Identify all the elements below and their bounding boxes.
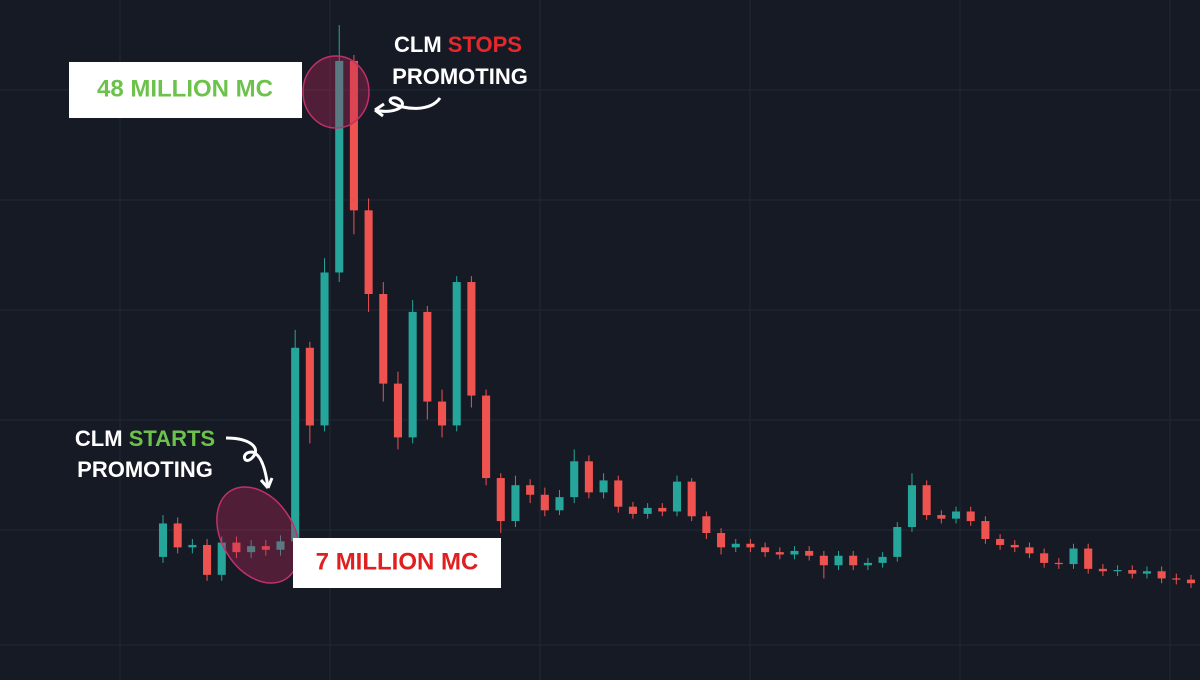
candle-body	[805, 550, 814, 556]
candle-body	[584, 461, 593, 493]
candle-body	[1040, 553, 1049, 563]
note-text: CLM	[394, 32, 442, 57]
candle-body	[540, 494, 549, 511]
candle-body	[203, 544, 212, 575]
candle-body	[291, 347, 300, 542]
candle-body	[746, 543, 755, 548]
candle-body	[1025, 547, 1034, 554]
note-text: PROMOTING	[77, 457, 213, 482]
candle-body	[951, 511, 961, 519]
candle-body	[761, 547, 770, 553]
candle-body	[819, 555, 828, 566]
note-text: CLM	[75, 426, 123, 451]
candle-body	[247, 546, 256, 553]
arrow-head	[374, 102, 385, 118]
peak-label: 48 MILLION MC	[97, 75, 273, 102]
candle-body	[717, 533, 726, 548]
candle-body	[1186, 579, 1196, 584]
highlight-circle	[216, 486, 300, 584]
candle-body	[614, 480, 623, 507]
candle-body	[437, 401, 447, 426]
candle-body	[1084, 548, 1093, 569]
candle-body	[158, 523, 168, 557]
candle-body	[173, 523, 182, 548]
candle-body	[1128, 570, 1137, 574]
candle-body	[599, 480, 608, 493]
candle-body	[1172, 578, 1181, 580]
candle-body	[320, 272, 329, 426]
candle-body	[1010, 544, 1019, 548]
candle-body	[1098, 568, 1107, 572]
candle-body	[863, 562, 872, 566]
candle-body	[628, 506, 637, 514]
candle-body	[996, 538, 1005, 545]
candle-body	[1157, 571, 1166, 579]
arrow	[225, 436, 270, 489]
candle-body	[188, 544, 197, 548]
annotations: 48 MILLION MC CLM STOPS PROMOTING CLM ST…	[69, 32, 528, 588]
candle-body	[496, 478, 505, 522]
start-note: CLM STARTS	[75, 426, 215, 451]
label-box	[293, 538, 501, 588]
candle-body	[423, 311, 432, 402]
candle-body	[379, 293, 388, 384]
candle-body	[408, 311, 417, 438]
arrow-head	[259, 477, 274, 489]
candle-body	[893, 527, 902, 557]
label-box	[69, 62, 302, 118]
candle-body	[511, 485, 520, 522]
candle-body	[232, 542, 241, 553]
start-label: 7 MILLION MC	[316, 548, 479, 575]
candle-body	[907, 485, 917, 528]
candle-body	[555, 497, 564, 511]
candle-body	[482, 395, 491, 479]
candle-body	[261, 546, 270, 550]
candle-body	[966, 511, 975, 522]
candle-body	[570, 461, 579, 498]
candle-body	[349, 60, 358, 211]
candle-body	[467, 282, 476, 396]
candle-body	[790, 550, 799, 555]
candle-body	[335, 60, 344, 273]
candles	[158, 25, 1196, 588]
candle-body	[922, 485, 931, 516]
note-highlight: STOPS	[448, 32, 522, 57]
candle-body	[1113, 570, 1122, 572]
stop-note: CLM STOPS	[394, 32, 522, 57]
candle-body	[276, 541, 285, 550]
candle-body	[526, 485, 535, 495]
highlight-circle	[302, 55, 370, 129]
candle-body	[1142, 571, 1151, 574]
candle-body	[658, 507, 667, 512]
candle-body	[731, 543, 740, 548]
candle-body	[834, 555, 843, 566]
note-highlight: STARTS	[129, 426, 215, 451]
candle-body	[687, 481, 696, 517]
candle-body	[672, 481, 682, 512]
candle-body	[878, 556, 887, 563]
arrow	[374, 96, 442, 113]
candle-body	[775, 552, 784, 555]
candle-body	[981, 521, 990, 539]
candle-body	[393, 383, 403, 438]
candle-body	[364, 210, 373, 294]
candle-body	[1054, 562, 1063, 565]
candle-body	[217, 542, 226, 575]
note-text: PROMOTING	[392, 64, 528, 89]
candle-body	[305, 347, 314, 426]
candle-body	[643, 507, 652, 514]
candle-body	[1069, 548, 1078, 565]
candle-body	[849, 555, 858, 566]
candle-body	[937, 515, 946, 519]
candle-body	[702, 516, 711, 534]
candle-body	[452, 282, 461, 426]
